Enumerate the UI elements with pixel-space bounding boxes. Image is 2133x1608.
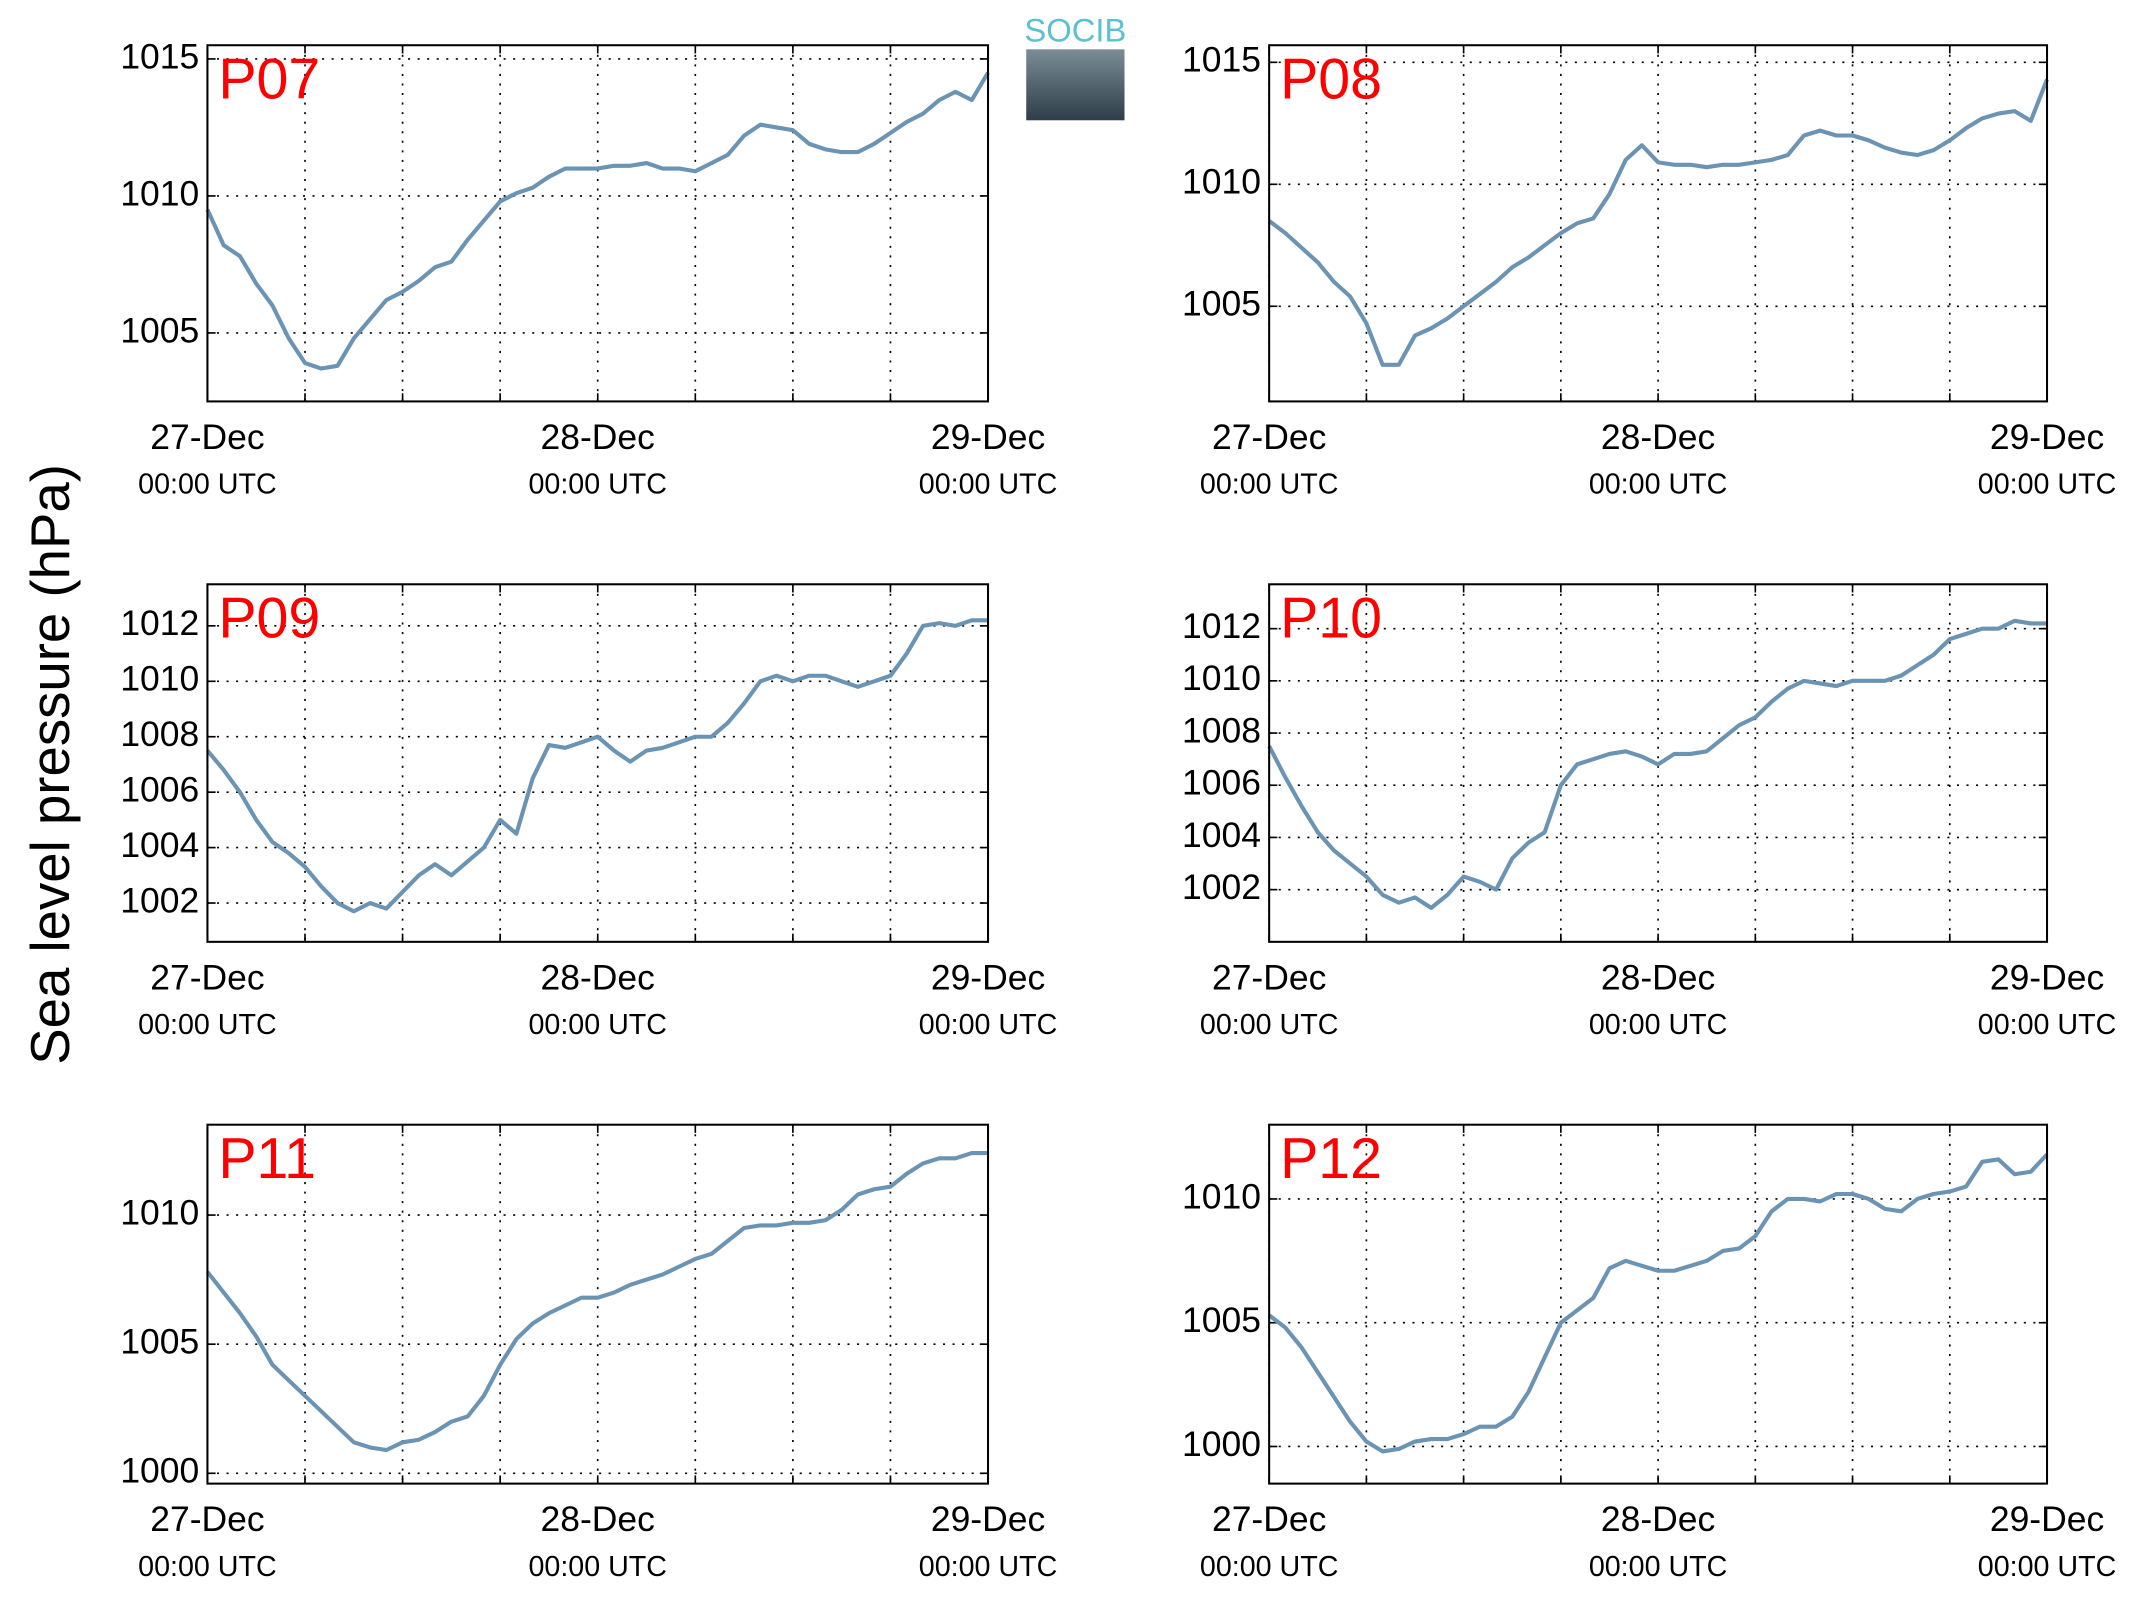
series-line: [1267, 1153, 2049, 1454]
x-tick-label: 28-Dec: [541, 957, 655, 997]
panel: 27-Dec 00:00 UTC 28-Dec 00:00 UTC 29-Dec 00:0…: [120, 583, 1058, 1041]
x-tick-label: 27-Dec: [1212, 417, 1326, 457]
y-tick-label: 1004: [120, 825, 199, 865]
x-tick-sublabel: 00:00 UTC: [528, 469, 667, 501]
x-tick-sublabel: 00:00 UTC: [528, 1009, 667, 1041]
series-line: [205, 71, 990, 371]
y-tick-label: 1010: [1182, 1176, 1261, 1216]
panel-title: P11: [218, 1127, 316, 1191]
x-tick-sublabel: 00:00 UTC: [919, 1551, 1058, 1583]
y-tick-label: 1000: [1182, 1424, 1261, 1464]
y-tick-label: 1010: [120, 659, 199, 699]
x-tick-label: 28-Dec: [1601, 957, 1715, 997]
y-tick-label: 1008: [120, 714, 199, 754]
series-line: [205, 1151, 989, 1453]
panel: 27-Dec 00:00 UTC 28-Dec 00:00 UTC 29-Dec 00:0…: [1182, 1123, 2117, 1583]
x-tick-label: 29-Dec: [1990, 1499, 2104, 1539]
x-tick-label: 27-Dec: [150, 957, 264, 997]
plot-frame: [1268, 583, 2049, 943]
x-tick-sublabel: 00:00 UTC: [1978, 1009, 2117, 1041]
panel: 27-Dec 00:00 UTC 28-Dec 00:00 UTC 29-Dec 00:0…: [120, 36, 1057, 500]
x-tick-label: 27-Dec: [1212, 957, 1326, 997]
x-tick-label: 28-Dec: [541, 417, 655, 457]
panel: 27-Dec 00:00 UTC 28-Dec 00:00 UTC 29-Dec 00:0…: [120, 1123, 1058, 1583]
y-tick-label: 1002: [120, 880, 199, 920]
panel-title: P12: [1280, 1127, 1382, 1191]
panel-title: P07: [218, 48, 320, 112]
logo-block: [1026, 49, 1125, 121]
y-tick-label: 1004: [1182, 815, 1261, 855]
y-tick-label: 1012: [1182, 606, 1261, 646]
x-tick-sublabel: 00:00 UTC: [1589, 1551, 1728, 1583]
y-tick-label: 1015: [120, 36, 199, 76]
x-tick-sublabel: 00:00 UTC: [1978, 1551, 2117, 1583]
x-tick-sublabel: 00:00 UTC: [138, 469, 277, 501]
y-tick-label: 1010: [120, 1192, 199, 1232]
panel: 27-Dec 00:00 UTC 28-Dec 00:00 UTC 29-Dec 00:0…: [1182, 583, 2117, 1041]
panel: 27-Dec 00:00 UTC 28-Dec 00:00 UTC 29-Dec 00:0…: [1182, 40, 2116, 501]
y-tick-label: 1000: [120, 1451, 199, 1491]
plot-frame: [206, 1123, 990, 1485]
y-tick-label: 1010: [120, 173, 199, 213]
y-tick-label: 1008: [1182, 710, 1261, 750]
y-tick-label: 1006: [1182, 763, 1261, 803]
x-tick-sublabel: 00:00 UTC: [528, 1551, 667, 1583]
x-tick-sublabel: 00:00 UTC: [1200, 469, 1339, 501]
series-line: [205, 618, 989, 914]
panel-title: P09: [218, 587, 320, 651]
logo-text: SOCIB: [1024, 12, 1126, 49]
y-tick-label: 1010: [1182, 658, 1261, 698]
x-tick-label: 29-Dec: [931, 417, 1045, 457]
x-tick-sublabel: 00:00 UTC: [1200, 1009, 1339, 1041]
x-tick-sublabel: 00:00 UTC: [919, 469, 1058, 501]
x-tick-label: 29-Dec: [1990, 417, 2104, 457]
y-tick-label: 1015: [1182, 40, 1261, 80]
y-tick-label: 1005: [120, 1322, 199, 1362]
x-tick-label: 28-Dec: [1601, 1499, 1715, 1539]
y-tick-label: 1006: [120, 770, 199, 810]
series-line: [1267, 618, 2048, 910]
x-tick-label: 28-Dec: [541, 1499, 655, 1539]
x-tick-label: 28-Dec: [1601, 417, 1715, 457]
x-tick-sublabel: 00:00 UTC: [1589, 469, 1728, 501]
y-tick-label: 1012: [120, 603, 199, 643]
x-tick-sublabel: 00:00 UTC: [138, 1009, 277, 1041]
plot-frame: [206, 44, 990, 403]
x-tick-sublabel: 00:00 UTC: [1589, 1009, 1728, 1041]
x-tick-label: 29-Dec: [1990, 957, 2104, 997]
series-line: [1267, 78, 2049, 367]
plot-frame: [1268, 1123, 2049, 1485]
x-tick-label: 27-Dec: [150, 1499, 264, 1539]
x-tick-label: 29-Dec: [931, 1499, 1045, 1539]
x-tick-sublabel: 00:00 UTC: [138, 1551, 277, 1583]
logo: SOCIB: [1024, 12, 1126, 121]
x-tick-sublabel: 00:00 UTC: [1200, 1551, 1339, 1583]
y-tick-label: 1005: [1182, 284, 1261, 324]
y-tick-label: 1010: [1182, 162, 1261, 202]
x-tick-sublabel: 00:00 UTC: [919, 1009, 1058, 1041]
x-tick-label: 29-Dec: [931, 957, 1045, 997]
y-tick-label: 1005: [1182, 1300, 1261, 1340]
y-tick-label: 1005: [120, 310, 199, 350]
plot-frame: [1268, 44, 2049, 403]
x-tick-sublabel: 00:00 UTC: [1978, 469, 2117, 501]
panel-title: P10: [1280, 587, 1382, 651]
plot-frame: [206, 583, 990, 943]
panel-title: P08: [1280, 48, 1382, 112]
x-tick-label: 27-Dec: [150, 417, 264, 457]
x-tick-label: 27-Dec: [1212, 1499, 1326, 1539]
y-axis-label: Sea level pressure (hPa): [20, 464, 81, 1065]
y-tick-label: 1002: [1182, 867, 1261, 907]
